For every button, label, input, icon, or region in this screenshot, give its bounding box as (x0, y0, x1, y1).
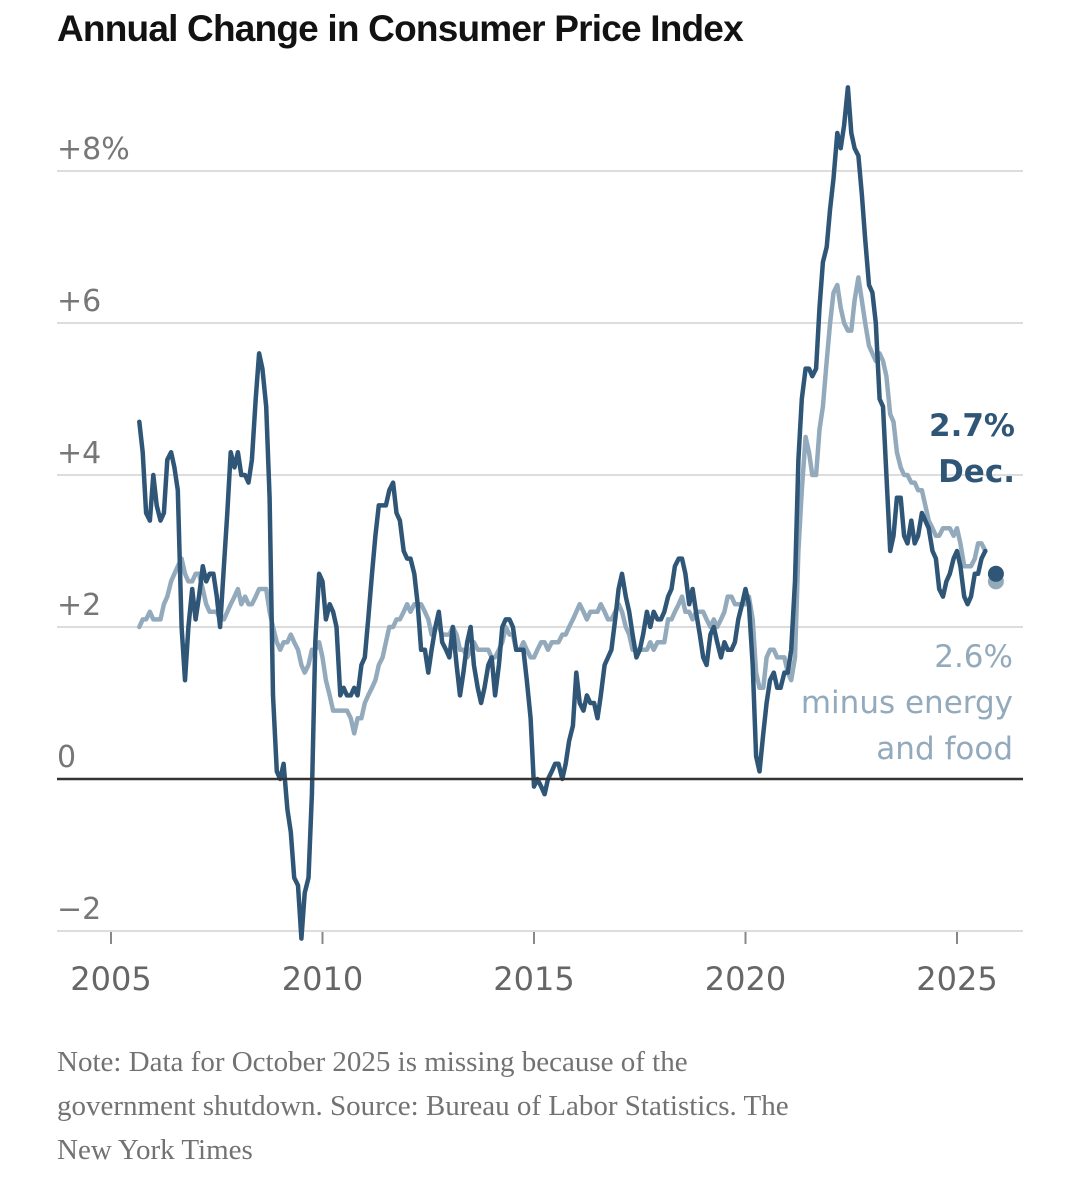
label-core-line1: minus energy (801, 685, 1013, 721)
x-tick-label: 2005 (70, 960, 151, 998)
y-tick-label: −2 (57, 892, 101, 927)
line-chart: +8% +6 +4 +2 0 −2 2005 2010 2015 2020 2025 2.7% Dec.… (57, 85, 1023, 998)
label-all-period: Dec. (938, 454, 1015, 490)
note-line-3: New York Times (57, 1134, 253, 1166)
chart-note: Note: Data for October 2025 is missing b… (57, 1040, 1047, 1172)
y-tick-label: +4 (57, 436, 101, 471)
x-tick-label: 2025 (916, 960, 997, 998)
series-line-core (137, 275, 988, 736)
end-point-all (987, 565, 1004, 582)
label-core-value: 2.6% (934, 639, 1013, 675)
note-line-1: Note: Data for October 2025 is missing b… (57, 1046, 688, 1078)
series-line-all (137, 85, 988, 941)
chart-title: Annual Change in Consumer Price Index (57, 8, 744, 49)
y-tick-label: +6 (57, 284, 101, 319)
label-core-line2: and food (876, 731, 1013, 767)
x-tick-label: 2015 (493, 960, 574, 998)
x-tick-label: 2020 (705, 960, 786, 998)
x-tick-label: 2010 (282, 960, 363, 998)
y-tick-label: 0 (57, 740, 76, 775)
y-tick-label: +2 (57, 588, 101, 623)
label-all-value: 2.7% (929, 408, 1015, 444)
note-line-2: government shutdown. Source: Bureau of L… (57, 1090, 789, 1122)
y-tick-label: +8% (57, 132, 130, 167)
